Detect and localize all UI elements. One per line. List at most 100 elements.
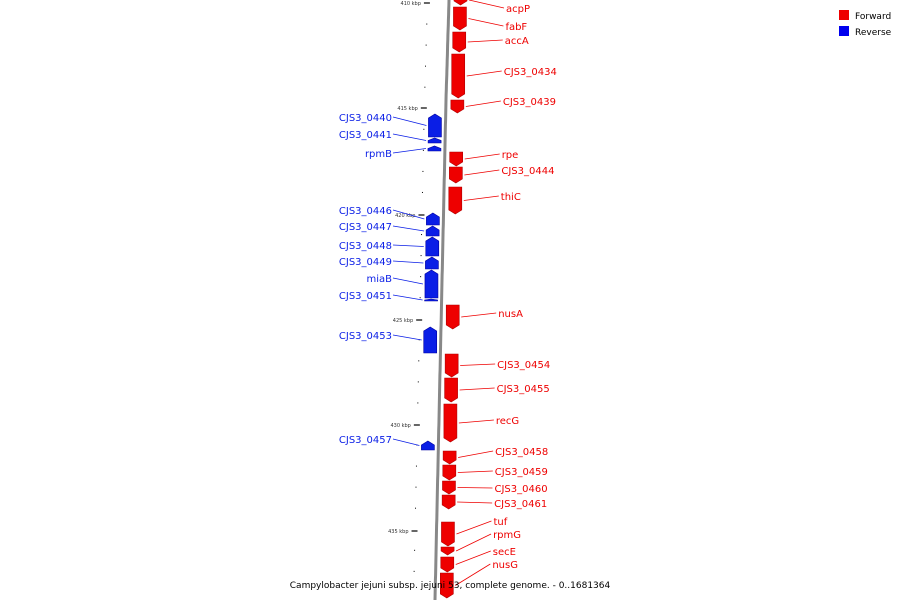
forward-gene-acpP[interactable] [453,0,468,6]
reverse-gene-label[interactable]: CJS3_0457 [339,435,392,446]
forward-gene-CJS3_0459[interactable] [442,464,457,481]
forward-leader-line [455,550,491,565]
forward-gene-label[interactable]: acpP [506,4,530,15]
reverse-leader-line [392,334,422,341]
reverse-leader-line [392,133,427,141]
reverse-gene-label[interactable]: CJS3_0449 [339,257,392,268]
reverse-gene-miaB[interactable] [424,269,439,299]
forward-gene-label[interactable]: accA [505,36,529,47]
forward-gene-label[interactable]: rpe [502,150,519,161]
forward-leader-line [458,450,494,458]
reverse-gene-label[interactable]: CJS3_0441 [339,130,392,141]
forward-gene-label[interactable]: CJS3_0459 [495,467,548,478]
forward-gene-CJS3_0454[interactable] [444,353,459,378]
forward-gene-label[interactable]: CJS3_0434 [504,67,557,78]
reverse-gene-CJS3_0441[interactable] [427,137,442,144]
reverse-gene-CJS3_0447[interactable] [425,225,440,237]
reverse-gene-label[interactable]: miaB [366,274,392,285]
forward-gene-CJS3_0434[interactable] [451,53,466,99]
reverse-gene-label[interactable]: CJS3_0440 [339,113,392,124]
forward-gene-CJS3_0444[interactable] [449,166,463,184]
forward-gene-label[interactable]: rpmG [493,530,521,541]
forward-gene-label[interactable]: CJS3_0458 [495,447,548,458]
forward-leader-line [468,0,505,9]
reverse-leader-line [392,277,424,285]
reverse-gene-label[interactable]: CJS3_0451 [339,291,392,302]
forward-leader-line [463,195,499,201]
forward-gene-tuf[interactable] [441,521,455,547]
forward-gene-CJS3_0458[interactable] [442,450,457,465]
reverse-gene-CJS3_0449[interactable] [425,256,439,270]
scale-label: 435 kbp [388,529,408,535]
forward-gene-label[interactable]: CJS3_0439 [503,97,556,108]
reverse-gene-CJS3_0440[interactable] [428,113,442,138]
legend: Forward Reverse [839,10,892,38]
forward-gene-label[interactable]: CJS3_0455 [497,384,550,395]
scale-label: 425 kbp [393,318,413,324]
reverse-leader-line [392,148,426,154]
reverse-gene-CJS3_0457[interactable] [421,440,435,451]
reverse-leader-line [392,209,425,220]
scale-ticks: 410 kbp 415 kbp 420 kbp 425 kbp 430 kbp 435 k… [388,1,430,572]
forward-gene-label[interactable]: nusG [492,560,518,571]
forward-gene-label[interactable]: nusA [498,309,523,320]
forward-gene-CJS3_0460[interactable] [442,480,456,495]
gene-features [421,0,468,599]
reverse-leader-line [392,225,425,232]
reverse-gene-label[interactable]: CJS3_0446 [339,206,392,217]
scale-label: 430 kbp [390,423,410,429]
forward-gene-CJS3_0461[interactable] [441,494,456,510]
reverse-gene-CJS3_0453[interactable] [423,326,438,354]
forward-gene-rpe[interactable] [449,151,464,167]
forward-leader-line [456,520,492,535]
forward-gene-label[interactable]: secE [493,547,516,558]
genome-caption: Campylobacter jejuni subsp. jejuni 53, c… [290,581,611,591]
forward-gene-label[interactable]: CJS3_0444 [501,166,554,177]
reverse-gene-label[interactable]: CJS3_0448 [339,241,392,252]
forward-gene-CJS3_0455[interactable] [444,377,458,403]
reverse-gene-CJS3_0448[interactable] [425,236,440,257]
forward-gene-label[interactable]: CJS3_0454 [497,360,550,371]
forward-gene-label[interactable]: recG [496,416,519,427]
forward-leader-line [460,363,496,366]
forward-leader-line [455,533,492,552]
forward-gene-fabF[interactable] [453,6,467,31]
reverse-gene-rpmB[interactable] [427,145,442,152]
forward-leader-line [464,153,500,160]
forward-gene-thiC[interactable] [448,186,463,215]
legend-forward-label: Forward [855,12,891,22]
forward-leader-line [457,470,493,473]
forward-gene-label[interactable]: CJS3_0460 [494,484,547,495]
scale-label: 420 kbp [395,213,415,219]
forward-gene-label[interactable]: CJS3_0461 [494,499,547,510]
forward-gene-recG[interactable] [443,403,458,443]
reverse-leader-line [392,294,423,301]
forward-leader-line [468,18,504,27]
reverse-gene-label[interactable]: rpmB [365,149,392,160]
genome-backbone [433,0,451,600]
forward-gene-label[interactable]: thiC [501,192,521,203]
forward-gene-nusG[interactable] [440,572,454,599]
forward-gene-accA[interactable] [452,31,467,53]
forward-gene-CJS3_0439[interactable] [450,99,465,114]
reverse-gene-label[interactable]: CJS3_0453 [339,331,392,342]
forward-leader-line [458,419,494,424]
reverse-leader-line [392,116,427,126]
forward-leader-line [457,501,493,504]
forward-gene-label[interactable]: fabF [505,22,527,33]
forward-gene-label[interactable]: tuf [493,517,507,528]
legend-reverse-label: Reverse [855,28,892,38]
forward-leader-line [465,100,501,107]
reverse-gene-label[interactable]: CJS3_0447 [339,222,392,233]
reverse-gene-CJS3_0446[interactable] [426,212,440,226]
forward-gene-secE[interactable] [440,556,455,573]
forward-gene-rpmG[interactable] [440,546,455,556]
forward-gene-nusA[interactable] [445,304,460,330]
forward-leader-line [457,487,493,489]
reverse-leader-line [392,244,424,247]
reverse-gene-CJS3_0451[interactable] [424,298,438,302]
reverse-leader-line [392,260,424,264]
forward-leader-line [455,563,491,586]
